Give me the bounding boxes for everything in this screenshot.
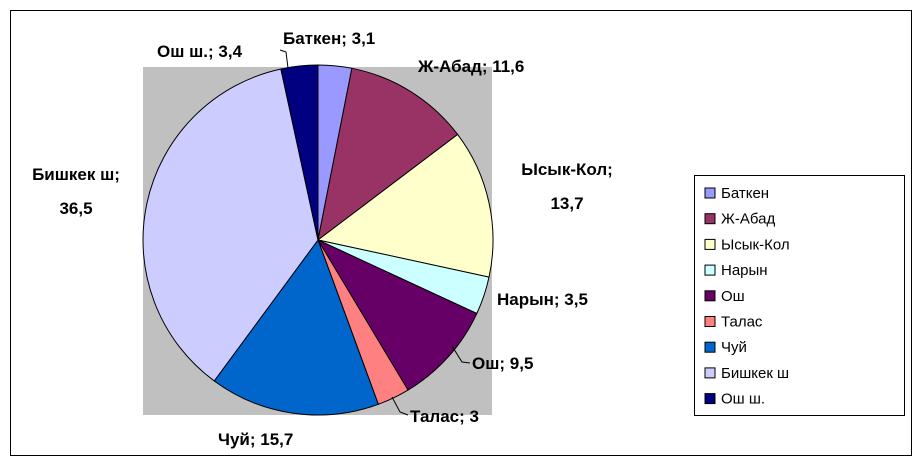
legend-label: Ысык-Кол [721,236,790,253]
pie-slice [213,238,379,416]
legend-label: Чуй [721,339,747,356]
pie-slice [316,238,478,391]
legend-label: Баткен [721,185,769,202]
pie [142,64,494,416]
leader-line [391,396,409,416]
pie-slice [317,67,459,242]
data-label: Ж-Абад; 11,6 [418,57,525,76]
legend-label: Талас [721,314,763,331]
legend-label: Бишкек ш [721,365,789,382]
data-label: Ысык-Кол; 13,7 [521,160,613,213]
legend-swatch [704,238,716,250]
legend-swatch [704,290,716,302]
leader-line [279,49,289,69]
legend-label: Ош ш. [721,391,765,408]
data-label: Баткен; 3,1 [283,29,376,48]
data-label: Чуй; 15,7 [218,430,294,449]
legend-swatch [704,316,716,327]
pie-slice [316,133,494,278]
data-label: Талас; 3 [410,407,479,426]
legend-label: Ж-Абад [721,211,775,228]
legend-swatch [704,393,716,405]
legend-label: Нарын [721,262,768,279]
data-label: Бишкек ш; 36,5 [32,165,120,218]
legend-swatch [704,187,716,199]
data-label: Нарын; 3,5 [497,290,588,309]
pie-slice [142,68,319,382]
pie-slice [280,64,319,241]
legend-swatch [704,213,716,225]
legend-swatch [704,341,716,353]
data-label: Ош; 9,5 [472,354,534,373]
legend: Баткен Ж-Абад Ысык-Кол Нарын Ош Талас Чуй Бишке… [704,185,790,408]
legend-label: Ош [721,288,745,305]
legend-swatch [704,264,716,276]
data-label: Ош ш.; 3,4 [157,42,243,61]
leader-line [451,345,471,364]
legend-swatch [704,367,716,379]
legend-box [694,175,905,416]
